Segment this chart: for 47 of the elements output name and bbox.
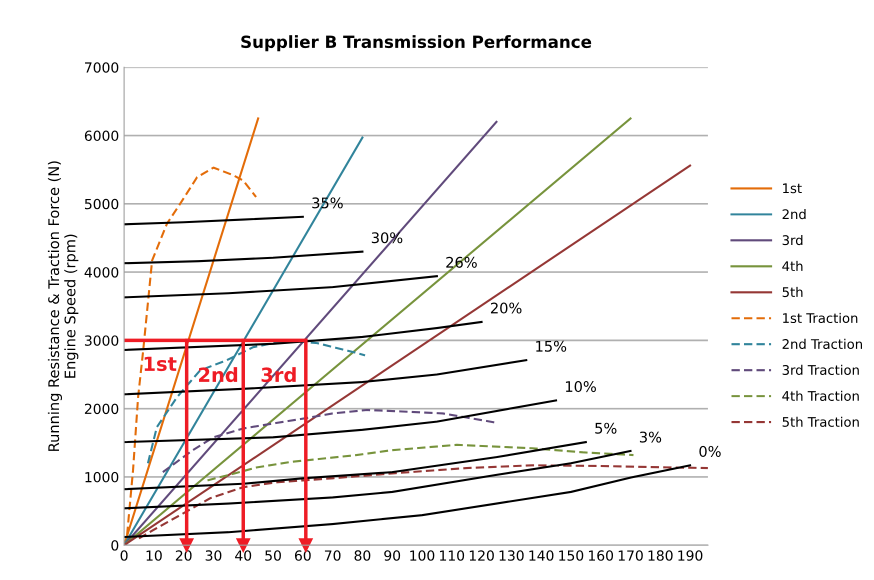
legend-label: 4th Traction bbox=[782, 390, 859, 401]
y-tick-label: 3000 bbox=[84, 335, 118, 346]
annotation: 15% bbox=[536, 340, 566, 352]
x-tick-label: 190 bbox=[678, 550, 702, 561]
x-tick-label: 150 bbox=[559, 550, 584, 561]
legend-label: 5th bbox=[782, 286, 802, 298]
legend-label: 3rd bbox=[782, 234, 802, 246]
y-tick-label: 1000 bbox=[85, 472, 118, 482]
legend-label: 5th Traction bbox=[782, 416, 859, 427]
x-tick-label: 50 bbox=[265, 550, 281, 561]
y-tick-label: 5000 bbox=[84, 198, 118, 210]
chart-title: Supplier B Transmission Performance bbox=[241, 35, 592, 52]
x-tick-label: 30 bbox=[206, 550, 222, 561]
legend-label: 1st Traction bbox=[783, 312, 858, 324]
legend-label: 4th bbox=[782, 260, 802, 271]
y-tick-label: 2000 bbox=[84, 404, 118, 414]
x-tick-label: 100 bbox=[410, 550, 434, 561]
x-tick-label: 70 bbox=[324, 550, 341, 561]
x-tick-label: 90 bbox=[384, 550, 400, 561]
y-tick-label: 0 bbox=[111, 540, 118, 551]
x-tick-label: 0 bbox=[120, 550, 128, 561]
legend-label: 2nd bbox=[782, 208, 806, 220]
annotation: 0% bbox=[699, 446, 721, 457]
annotation: 3% bbox=[640, 432, 662, 443]
y-axis-title: Running Resistance & Traction Force (N) Engine Speed (rpm) bbox=[48, 161, 78, 451]
x-tick-label: 10 bbox=[146, 550, 162, 561]
x-tick-label: 80 bbox=[354, 550, 370, 561]
legend-label: 2nd Traction bbox=[782, 338, 862, 350]
annotation: 10% bbox=[566, 381, 596, 392]
x-tick-label: 120 bbox=[470, 550, 494, 561]
x-tick-label: 180 bbox=[648, 550, 673, 561]
y-tick-label: 6000 bbox=[84, 130, 118, 142]
y-tick-label: 7000 bbox=[85, 62, 118, 73]
legend-label: 1st bbox=[783, 183, 802, 194]
x-tick-label: 140 bbox=[529, 550, 554, 561]
y-tick-label: 4000 bbox=[84, 267, 118, 278]
annotation: 5% bbox=[595, 422, 616, 434]
x-tick-label: 20 bbox=[176, 550, 192, 561]
legend-label: 3rd Traction bbox=[782, 364, 859, 375]
x-tick-label: 130 bbox=[500, 550, 524, 561]
x-tick-label: 60 bbox=[294, 550, 311, 561]
x-tick-label: 160 bbox=[588, 550, 614, 561]
x-tick-label: 170 bbox=[618, 550, 643, 561]
annotation: 20% bbox=[490, 302, 522, 314]
annotation: 1st bbox=[144, 356, 176, 372]
x-tick-label: 110 bbox=[440, 550, 464, 561]
x-tick-label: 40 bbox=[235, 550, 252, 561]
